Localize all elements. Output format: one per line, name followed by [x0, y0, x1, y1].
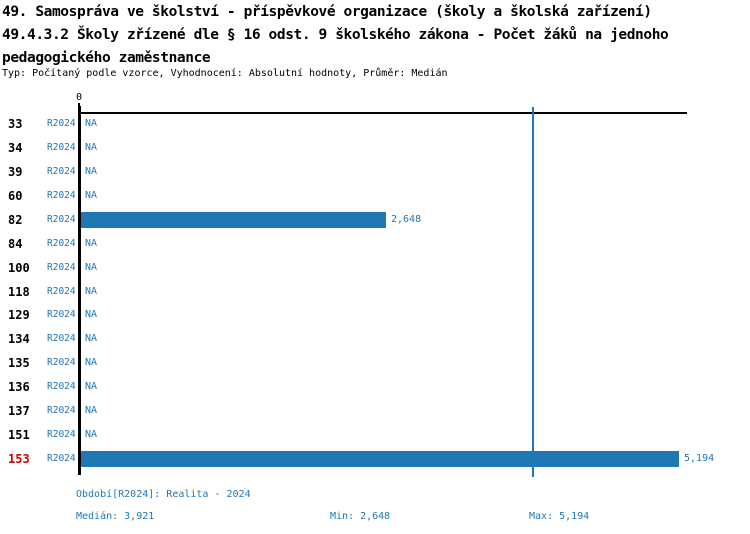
chart-row: 135 R2024 NA [0, 351, 750, 375]
page-title-line-2: 49.4.3.2 Školy zřízené dle § 16 odst. 9 … [2, 27, 669, 43]
chart-row: 39 R2024 NA [0, 160, 750, 184]
row-period-label: R2024 [47, 190, 76, 201]
row-id: 135 [8, 356, 30, 370]
row-period-label: R2024 [47, 357, 76, 368]
row-period-label: R2024 [47, 453, 76, 464]
row-id: 129 [8, 308, 30, 322]
median-stat: Medián: 3,921 [76, 511, 155, 522]
chart-row: 137 R2024 NA [0, 399, 750, 423]
row-period-label: R2024 [47, 381, 76, 392]
row-id: 39 [8, 165, 23, 179]
row-id: 137 [8, 404, 30, 418]
row-id-highlighted: 153 [8, 452, 30, 466]
row-na-label: NA [85, 262, 98, 273]
chart-row: 100 R2024 NA [0, 256, 750, 280]
min-stat: Min: 2,648 [330, 511, 391, 522]
row-id: 34 [8, 141, 23, 155]
x-axis-zero-label: 0 [75, 92, 83, 103]
chart-row: 129 R2024 NA [0, 303, 750, 327]
row-id: 60 [8, 189, 23, 203]
chart-row: 84 R2024 NA [0, 232, 750, 256]
row-period-label: R2024 [47, 262, 76, 273]
page-title-line-1: 49. Samospráva ve školství - příspěvkové… [2, 4, 652, 20]
row-na-label: NA [85, 190, 98, 201]
row-na-label: NA [85, 357, 98, 368]
row-na-label: NA [85, 142, 98, 153]
row-id: 118 [8, 285, 30, 299]
median-line [532, 107, 534, 477]
max-stat: Max: 5,194 [529, 511, 590, 522]
bar-value-label: 5,194 [684, 453, 715, 464]
chart-row: 82 R2024 2,648 [0, 208, 750, 232]
row-id: 84 [8, 237, 23, 251]
row-id: 134 [8, 332, 30, 346]
row-period-label: R2024 [47, 405, 76, 416]
chart-row: 134 R2024 NA [0, 327, 750, 351]
row-period-label: R2024 [47, 142, 76, 153]
row-period-label: R2024 [47, 238, 76, 249]
row-id: 100 [8, 261, 30, 275]
chart-row: 136 R2024 NA [0, 375, 750, 399]
period-legend: Období[R2024]: Realita - 2024 [76, 489, 251, 500]
bar-value-label: 2,648 [391, 214, 422, 225]
x-axis-line [79, 112, 687, 114]
row-na-label: NA [85, 333, 98, 344]
row-na-label: NA [85, 381, 98, 392]
row-period-label: R2024 [47, 429, 76, 440]
row-period-label: R2024 [47, 309, 76, 320]
row-period-label: R2024 [47, 214, 76, 225]
row-period-label: R2024 [47, 333, 76, 344]
row-na-label: NA [85, 405, 98, 416]
chart-row: 33 R2024 NA [0, 112, 750, 136]
row-id: 82 [8, 213, 23, 227]
chart-row: 151 R2024 NA [0, 423, 750, 447]
chart-row: 153 R2024 5,194 [0, 447, 750, 471]
value-bar [81, 451, 679, 467]
row-period-label: R2024 [47, 166, 76, 177]
row-na-label: NA [85, 309, 98, 320]
value-bar [81, 212, 386, 228]
chart-subtitle: Typ: Počítaný podle vzorce, Vyhodnocení:… [2, 68, 448, 79]
row-id: 136 [8, 380, 30, 394]
chart-row: 60 R2024 NA [0, 184, 750, 208]
row-na-label: NA [85, 238, 98, 249]
page-title-line-3: pedagogického zaměstnance [2, 50, 211, 66]
chart-row: 34 R2024 NA [0, 136, 750, 160]
row-na-label: NA [85, 166, 98, 177]
row-id: 33 [8, 117, 23, 131]
row-id: 151 [8, 428, 30, 442]
row-period-label: R2024 [47, 118, 76, 129]
row-period-label: R2024 [47, 286, 76, 297]
row-na-label: NA [85, 286, 98, 297]
chart-row: 118 R2024 NA [0, 280, 750, 304]
row-na-label: NA [85, 118, 98, 129]
y-axis-line [78, 106, 81, 475]
row-na-label: NA [85, 429, 98, 440]
